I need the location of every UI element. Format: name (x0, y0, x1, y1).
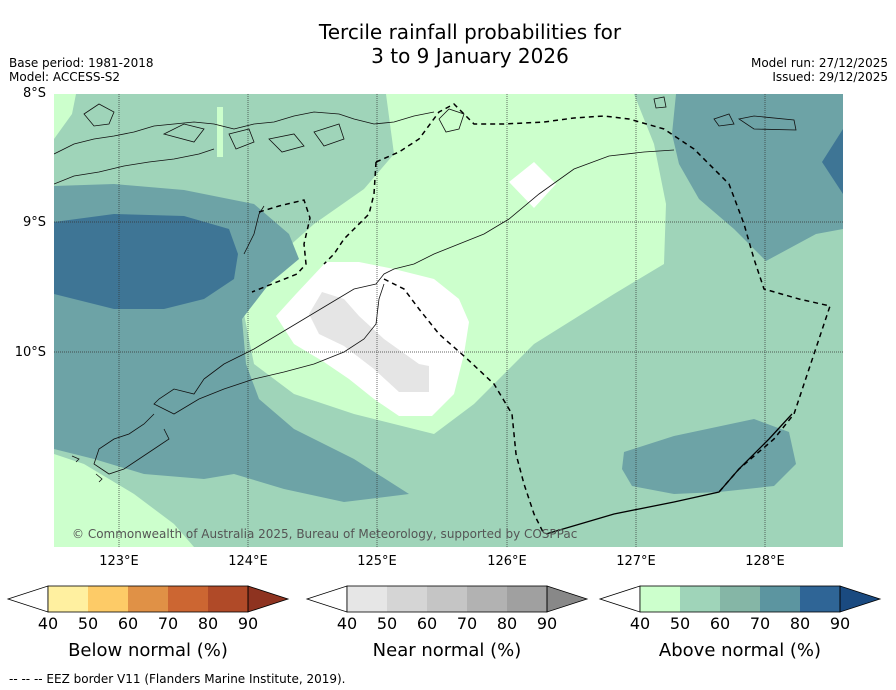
colorbar-tick-label: 50 (376, 614, 398, 633)
colorbar-above-normal (598, 585, 882, 613)
colorbar-frame (47, 585, 249, 613)
map-title: Tercile rainfall probabilities for 3 to … (0, 20, 896, 68)
colorbar-title-near: Near normal (%) (372, 640, 522, 661)
base-period: Base period: 1981-2018 (9, 56, 154, 70)
above-normal-40-region-south-west (54, 454, 194, 547)
colorbar-tick-label: 80 (496, 614, 518, 633)
meta-left: Base period: 1981-2018 Model: ACCESS-S2 (9, 56, 154, 84)
colorbar-segment (680, 586, 720, 612)
lon-label-127e: 127°E (616, 554, 656, 569)
eez-footnote: -- -- -- EEZ border V11 (Flanders Marine… (9, 672, 346, 686)
above-normal-40-strip (217, 107, 223, 157)
colorbar-tick-label: 40 (37, 614, 59, 633)
border-solid-segment (545, 413, 793, 535)
lon-label-126e: 126°E (487, 554, 527, 569)
colorbar-title-below: Below normal (%) (68, 640, 228, 661)
colorbar-tick-label: 70 (749, 614, 771, 633)
above-normal-40-region-north-west (54, 94, 76, 139)
colorbar-tick-label: 40 (629, 614, 651, 633)
model-name: Model: ACCESS-S2 (9, 70, 121, 84)
above-normal-70-region-east (822, 129, 843, 194)
colorbar-segment (507, 586, 547, 612)
colorbar-segment (128, 586, 168, 612)
map-panel: © Commonwealth of Australia 2025, Bureau… (54, 94, 843, 547)
colorbar-title-above: Above normal (%) (658, 640, 822, 661)
coastline (54, 96, 797, 483)
colorbar-tick-label: 60 (117, 614, 139, 633)
colorbar-tick-label: 40 (336, 614, 358, 633)
colorbar-near-normal (305, 585, 589, 613)
colorbar-min-extension (598, 585, 641, 613)
issued-date: Issued: 29/12/2025 (772, 70, 888, 84)
colorbar-segment (347, 586, 387, 612)
colorbar-segment (208, 586, 248, 612)
colorbar-segment (467, 586, 507, 612)
colorbars (6, 585, 882, 613)
colorbar-segment (720, 586, 760, 612)
model-run: Model run: 27/12/2025 (750, 56, 888, 70)
colorbar-max-extension (247, 585, 290, 613)
graticule (54, 94, 843, 547)
colorbar-segment (427, 586, 467, 612)
eez-border (251, 103, 831, 535)
colorbar-tick-label: 90 (536, 614, 558, 633)
colorbar-segment (800, 586, 840, 612)
colorbar-below-normal (6, 585, 290, 613)
near-normal-40-region (309, 292, 429, 392)
colorbar-frame (639, 585, 841, 613)
lat-label-10s: 10°S (14, 345, 46, 360)
colorbar-tick-label: 70 (456, 614, 478, 633)
colorbar-segment (760, 586, 800, 612)
colorbar-tick-label: 80 (197, 614, 219, 633)
colorbar-segment (48, 586, 88, 612)
lat-label-9s: 9°S (22, 215, 46, 230)
lat-label-8s: 8°S (22, 86, 46, 101)
colorbar-segment (168, 586, 208, 612)
colorbar-tick-label: 60 (709, 614, 731, 633)
lon-label-123e: 123°E (99, 554, 139, 569)
meta-right: Model run: 27/12/2025 Issued: 29/12/2025 (751, 56, 888, 84)
colorbar-tick-label: 70 (157, 614, 179, 633)
colorbar-tick-label: 50 (77, 614, 99, 633)
above-normal-60-region-east (672, 94, 843, 261)
lon-label-124e: 124°E (228, 554, 268, 569)
title-line-2: 3 to 9 January 2026 (371, 44, 569, 68)
colorbar-min-extension (6, 585, 49, 613)
colorbar-tick-label: 60 (416, 614, 438, 633)
colorbar-max-extension (546, 585, 589, 613)
colorbar-segment (88, 586, 128, 612)
title-line-1: Tercile rainfall probabilities for (318, 20, 622, 44)
colorbar-max-extension (839, 585, 882, 613)
lon-label-128e: 128°E (745, 554, 785, 569)
lon-label-125e: 125°E (357, 554, 397, 569)
white-patch-north (509, 162, 556, 208)
copyright-text: © Commonwealth of Australia 2025, Bureau… (72, 527, 577, 541)
colorbar-segment (387, 586, 427, 612)
colorbar-frame (346, 585, 548, 613)
above-normal-60-region-south-east (622, 419, 796, 494)
colorbar-tick-label: 90 (829, 614, 851, 633)
colorbar-tick-label: 90 (237, 614, 259, 633)
colorbar-tick-label: 50 (669, 614, 691, 633)
colorbar-segment (640, 586, 680, 612)
above-normal-70-region-west (54, 214, 238, 309)
colorbar-tick-label: 80 (789, 614, 811, 633)
colorbar-min-extension (305, 585, 348, 613)
